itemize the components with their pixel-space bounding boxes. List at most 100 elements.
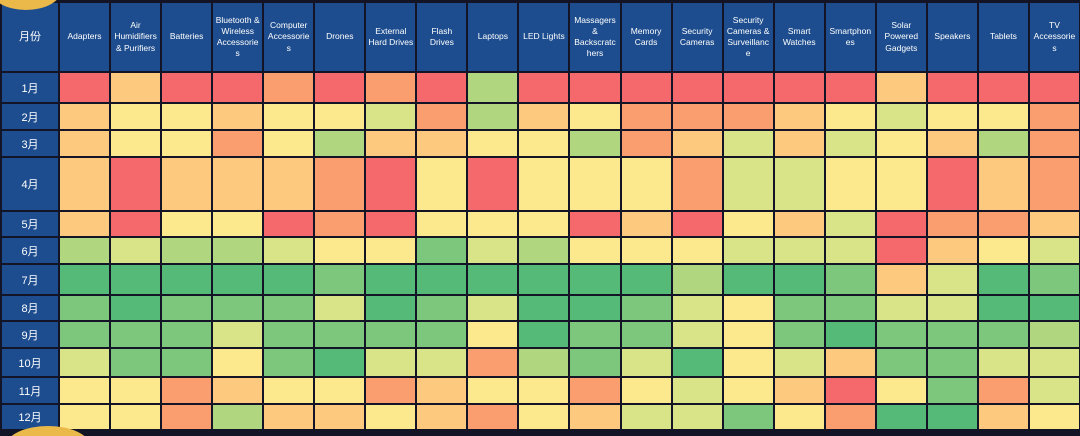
heatmap-cell bbox=[162, 265, 212, 294]
heatmap-cell bbox=[1029, 131, 1079, 156]
heatmap-cell bbox=[876, 131, 926, 156]
heatmap-cell bbox=[519, 212, 569, 236]
column-header: Speakers bbox=[927, 3, 977, 71]
heatmap-cell bbox=[927, 265, 977, 294]
heatmap-cell bbox=[876, 322, 926, 347]
heatmap-cell bbox=[366, 349, 416, 376]
heatmap-cell bbox=[213, 238, 263, 263]
logo-badge-arc-top bbox=[0, 0, 62, 10]
heatmap-cell bbox=[825, 265, 875, 294]
column-header: LED Lights bbox=[519, 3, 569, 71]
heatmap-cell bbox=[213, 349, 263, 376]
heatmap-cell bbox=[264, 212, 314, 236]
heatmap-cell bbox=[1029, 322, 1079, 347]
heatmap-cell bbox=[723, 322, 773, 347]
heatmap-cell bbox=[111, 131, 161, 156]
heatmap-cell bbox=[978, 378, 1028, 403]
heatmap-cell bbox=[876, 238, 926, 263]
heatmap-cell bbox=[978, 265, 1028, 294]
heatmap-cell bbox=[570, 296, 620, 320]
heatmap-cell bbox=[723, 158, 773, 210]
heatmap-cell bbox=[570, 212, 620, 236]
row-label: 11月 bbox=[2, 378, 58, 403]
heatmap-cell bbox=[927, 158, 977, 210]
heatmap-cell bbox=[417, 405, 467, 429]
heatmap-cell bbox=[723, 212, 773, 236]
row-label: 6月 bbox=[2, 238, 58, 263]
heatmap-cell bbox=[162, 73, 212, 102]
heatmap-cell bbox=[723, 73, 773, 102]
column-header: Smartphones bbox=[825, 3, 875, 71]
heatmap-cell bbox=[468, 349, 518, 376]
heatmap-cell bbox=[264, 296, 314, 320]
heatmap-cell bbox=[927, 378, 977, 403]
heatmap-cell bbox=[825, 296, 875, 320]
row-label: 12月 bbox=[2, 405, 58, 429]
heatmap-cell bbox=[60, 296, 110, 320]
heatmap-cell bbox=[978, 322, 1028, 347]
heatmap-cell bbox=[876, 349, 926, 376]
heatmap-cell bbox=[213, 405, 263, 429]
heatmap-cell bbox=[570, 265, 620, 294]
heatmap-cell bbox=[825, 378, 875, 403]
heatmap-cell bbox=[264, 349, 314, 376]
heatmap-cell bbox=[213, 212, 263, 236]
heatmap-cell bbox=[162, 378, 212, 403]
heatmap-cell bbox=[60, 265, 110, 294]
heatmap-cell bbox=[876, 212, 926, 236]
column-header: Smart Watches bbox=[774, 3, 824, 71]
heatmap-cell bbox=[468, 212, 518, 236]
column-header: Air Humidifiers & Purifiers bbox=[111, 3, 161, 71]
column-header: Flash Drives bbox=[417, 3, 467, 71]
column-header: Batteries bbox=[162, 3, 212, 71]
heatmap-cell bbox=[213, 104, 263, 129]
heatmap-cell bbox=[621, 378, 671, 403]
heatmap-cell bbox=[1029, 104, 1079, 129]
heatmap-cell bbox=[672, 322, 722, 347]
heatmap-cell bbox=[621, 296, 671, 320]
heatmap-cell bbox=[366, 322, 416, 347]
heatmap-cell bbox=[927, 296, 977, 320]
column-header: Computer Accessories bbox=[264, 3, 314, 71]
heatmap-cell bbox=[519, 158, 569, 210]
heatmap-cell bbox=[213, 73, 263, 102]
heatmap-cell bbox=[825, 322, 875, 347]
heatmap-cell bbox=[621, 265, 671, 294]
heatmap-cell bbox=[672, 73, 722, 102]
heatmap-cell bbox=[315, 405, 365, 429]
heatmap-cell bbox=[111, 212, 161, 236]
heatmap-cell bbox=[111, 238, 161, 263]
heatmap-cell bbox=[774, 296, 824, 320]
logo-badge-arc-bottom bbox=[6, 426, 90, 436]
heatmap-cell bbox=[774, 104, 824, 129]
heatmap-cell bbox=[162, 405, 212, 429]
heatmap-cell bbox=[417, 212, 467, 236]
heatmap-cell bbox=[60, 212, 110, 236]
heatmap-cell bbox=[366, 131, 416, 156]
heatmap-cell bbox=[672, 349, 722, 376]
heatmap-cell bbox=[468, 104, 518, 129]
heatmap-cell bbox=[876, 73, 926, 102]
heatmap-cell bbox=[672, 104, 722, 129]
heatmap-cell bbox=[1029, 212, 1079, 236]
heatmap-cell bbox=[672, 238, 722, 263]
heatmap-cell bbox=[264, 73, 314, 102]
heatmap-cell bbox=[519, 131, 569, 156]
heatmap-cell bbox=[774, 378, 824, 403]
heatmap-cell bbox=[366, 265, 416, 294]
heatmap-cell bbox=[927, 73, 977, 102]
heatmap-cell bbox=[927, 238, 977, 263]
heatmap-cell bbox=[366, 73, 416, 102]
heatmap-cell bbox=[60, 104, 110, 129]
row-label: 9月 bbox=[2, 322, 58, 347]
heatmap-cell bbox=[876, 378, 926, 403]
heatmap-cell bbox=[621, 349, 671, 376]
heatmap-cell bbox=[162, 322, 212, 347]
heatmap-cell bbox=[315, 322, 365, 347]
heatmap-cell bbox=[876, 265, 926, 294]
heatmap-cell bbox=[519, 322, 569, 347]
column-header: External Hard Drives bbox=[366, 3, 416, 71]
heatmap-cell bbox=[876, 158, 926, 210]
heatmap-cell bbox=[825, 73, 875, 102]
